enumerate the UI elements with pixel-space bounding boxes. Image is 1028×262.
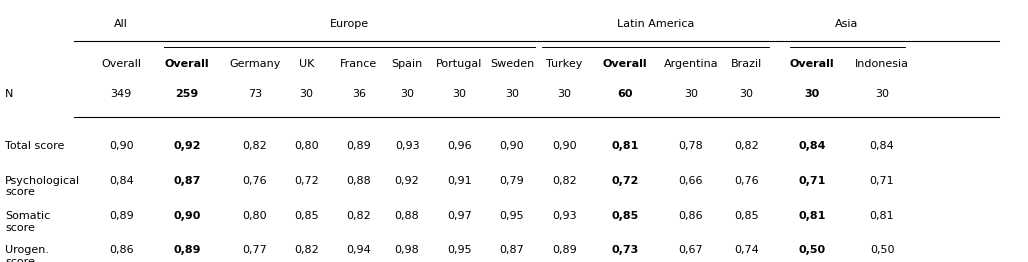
Text: 0,90: 0,90 — [174, 211, 200, 221]
Text: 0,90: 0,90 — [552, 141, 577, 151]
Text: 0,84: 0,84 — [109, 176, 134, 185]
Text: Total score: Total score — [5, 141, 65, 151]
Text: UK: UK — [299, 59, 314, 69]
Text: Europe: Europe — [330, 19, 369, 29]
Text: Portugal: Portugal — [436, 59, 483, 69]
Text: Spain: Spain — [392, 59, 423, 69]
Text: 30: 30 — [875, 89, 889, 99]
Text: 0,79: 0,79 — [500, 176, 524, 185]
Text: All: All — [114, 19, 128, 29]
Text: Argentina: Argentina — [663, 59, 719, 69]
Text: 0,85: 0,85 — [734, 211, 759, 221]
Text: 0,90: 0,90 — [109, 141, 134, 151]
Text: 0,50: 0,50 — [799, 245, 825, 255]
Text: 0,95: 0,95 — [447, 245, 472, 255]
Text: Overall: Overall — [102, 59, 141, 69]
Text: 0,80: 0,80 — [294, 141, 319, 151]
Text: 30: 30 — [557, 89, 572, 99]
Text: Brazil: Brazil — [731, 59, 762, 69]
Text: 30: 30 — [684, 89, 698, 99]
Text: Overall: Overall — [790, 59, 835, 69]
Text: 0,81: 0,81 — [870, 211, 894, 221]
Text: 36: 36 — [352, 89, 366, 99]
Text: 0,87: 0,87 — [500, 245, 524, 255]
Text: 0,76: 0,76 — [734, 176, 759, 185]
Text: 0,85: 0,85 — [612, 211, 638, 221]
Text: 0,50: 0,50 — [870, 245, 894, 255]
Text: 0,89: 0,89 — [346, 141, 371, 151]
Text: Somatic
score: Somatic score — [5, 211, 50, 232]
Text: 0,67: 0,67 — [678, 245, 703, 255]
Text: 0,89: 0,89 — [109, 211, 134, 221]
Text: 0,93: 0,93 — [395, 141, 419, 151]
Text: Psychological
score: Psychological score — [5, 176, 80, 197]
Text: 0,71: 0,71 — [799, 176, 825, 185]
Text: 30: 30 — [805, 89, 819, 99]
Text: Urogen.
score: Urogen. score — [5, 245, 49, 262]
Text: Turkey: Turkey — [546, 59, 583, 69]
Text: Asia: Asia — [836, 19, 858, 29]
Text: 0,90: 0,90 — [500, 141, 524, 151]
Text: 0,81: 0,81 — [799, 211, 825, 221]
Text: 0,74: 0,74 — [734, 245, 759, 255]
Text: 73: 73 — [248, 89, 262, 99]
Text: 259: 259 — [176, 89, 198, 99]
Text: 0,78: 0,78 — [678, 141, 703, 151]
Text: 0,72: 0,72 — [294, 176, 319, 185]
Text: 0,95: 0,95 — [500, 211, 524, 221]
Text: Indonesia: Indonesia — [855, 59, 909, 69]
Text: 0,80: 0,80 — [243, 211, 267, 221]
Text: 0,82: 0,82 — [294, 245, 319, 255]
Text: Germany: Germany — [229, 59, 281, 69]
Text: 0,87: 0,87 — [174, 176, 200, 185]
Text: 0,82: 0,82 — [243, 141, 267, 151]
Text: 0,84: 0,84 — [799, 141, 825, 151]
Text: 0,93: 0,93 — [552, 211, 577, 221]
Text: 30: 30 — [505, 89, 519, 99]
Text: 30: 30 — [400, 89, 414, 99]
Text: N: N — [5, 89, 13, 99]
Text: 0,66: 0,66 — [678, 176, 703, 185]
Text: 0,94: 0,94 — [346, 245, 371, 255]
Text: 0,84: 0,84 — [870, 141, 894, 151]
Text: 0,85: 0,85 — [294, 211, 319, 221]
Text: 0,82: 0,82 — [552, 176, 577, 185]
Text: France: France — [340, 59, 377, 69]
Text: 349: 349 — [111, 89, 132, 99]
Text: 0,88: 0,88 — [395, 211, 419, 221]
Text: 0,73: 0,73 — [612, 245, 638, 255]
Text: Overall: Overall — [164, 59, 210, 69]
Text: 30: 30 — [299, 89, 314, 99]
Text: 0,77: 0,77 — [243, 245, 267, 255]
Text: 0,89: 0,89 — [552, 245, 577, 255]
Text: 0,81: 0,81 — [612, 141, 638, 151]
Text: 0,91: 0,91 — [447, 176, 472, 185]
Text: 30: 30 — [452, 89, 467, 99]
Text: 0,82: 0,82 — [734, 141, 759, 151]
Text: 30: 30 — [739, 89, 754, 99]
Text: 0,71: 0,71 — [870, 176, 894, 185]
Text: 60: 60 — [617, 89, 633, 99]
Text: Sweden: Sweden — [489, 59, 535, 69]
Text: Latin America: Latin America — [617, 19, 694, 29]
Text: 0,89: 0,89 — [174, 245, 200, 255]
Text: 0,86: 0,86 — [109, 245, 134, 255]
Text: 0,76: 0,76 — [243, 176, 267, 185]
Text: 0,72: 0,72 — [612, 176, 638, 185]
Text: 0,86: 0,86 — [678, 211, 703, 221]
Text: 0,92: 0,92 — [395, 176, 419, 185]
Text: 0,88: 0,88 — [346, 176, 371, 185]
Text: 0,98: 0,98 — [395, 245, 419, 255]
Text: Overall: Overall — [602, 59, 648, 69]
Text: 0,96: 0,96 — [447, 141, 472, 151]
Text: 0,97: 0,97 — [447, 211, 472, 221]
Text: 0,92: 0,92 — [174, 141, 200, 151]
Text: 0,82: 0,82 — [346, 211, 371, 221]
